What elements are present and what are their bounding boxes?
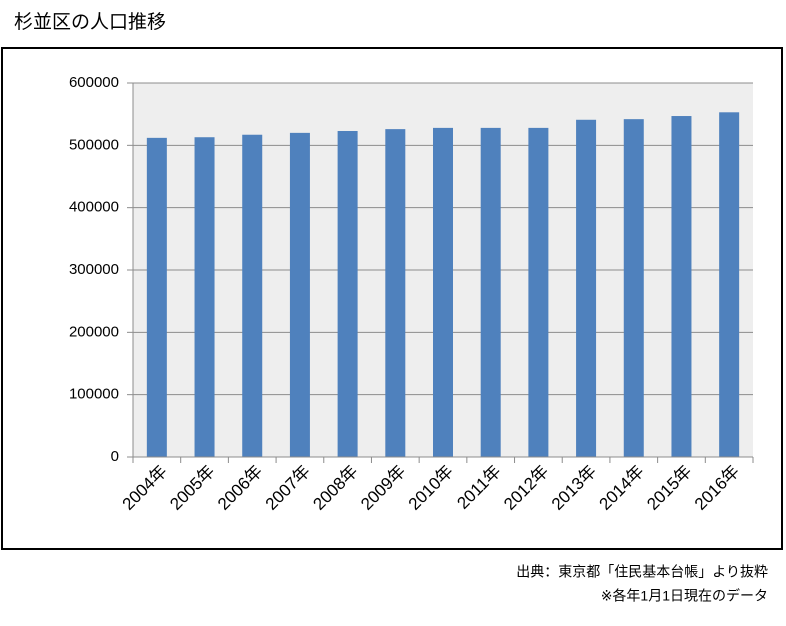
bar xyxy=(242,134,263,457)
y-tick-label: 200000 xyxy=(69,323,119,340)
y-tick-label: 500000 xyxy=(69,136,119,153)
bar xyxy=(576,119,597,457)
bar xyxy=(433,127,453,457)
bar xyxy=(623,119,644,458)
chart-title: 杉並区の人口推移 xyxy=(14,11,166,33)
y-tick-label: 0 xyxy=(111,448,119,465)
bar xyxy=(146,137,167,457)
bar xyxy=(671,116,692,457)
y-tick-label: 100000 xyxy=(69,386,119,403)
bar xyxy=(480,127,501,457)
bar xyxy=(719,112,740,458)
bar xyxy=(385,129,406,458)
date-note: ※各年1月1日現在のデータ xyxy=(601,588,768,604)
bar xyxy=(289,132,310,457)
y-tick-label: 400000 xyxy=(69,199,119,216)
bar xyxy=(528,127,549,457)
source-note: 出典：東京都「住民基本台帳」より抜粋 xyxy=(516,564,768,580)
y-tick-label: 600000 xyxy=(69,74,119,91)
bar xyxy=(194,137,215,458)
y-tick-label: 300000 xyxy=(69,261,119,278)
bar xyxy=(337,130,358,457)
